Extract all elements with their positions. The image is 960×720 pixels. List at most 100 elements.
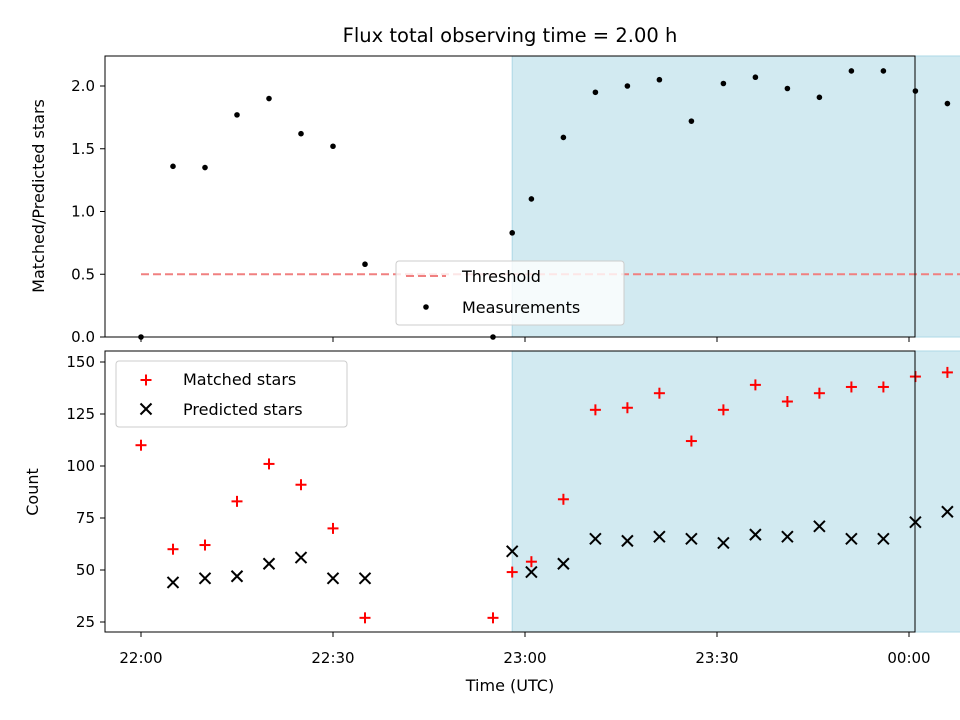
legend-matched-label: Matched stars <box>183 370 296 389</box>
matched-star-point <box>781 396 793 408</box>
x-tick-label: 00:00 <box>887 649 930 667</box>
legend-measurement-swatch <box>423 304 429 310</box>
predicted-star-point <box>653 530 666 543</box>
predicted-star-point <box>294 551 308 564</box>
matched-star-point <box>621 402 633 414</box>
matched-star-point <box>199 539 211 551</box>
top-y-tick-label: 1.0 <box>71 203 95 221</box>
matched-star-point <box>845 381 857 393</box>
top-y-axis-label: Matched/Predicted stars <box>29 99 48 293</box>
top-panel: 0.0 0.5 1.0 1.5 2.0 Flux total observing tim… <box>29 24 960 346</box>
matched-star-point <box>813 387 825 399</box>
predicted-star-point <box>813 520 826 533</box>
predicted-star-point <box>941 505 954 518</box>
matched-star-point <box>685 435 697 447</box>
top-legend-box <box>395 260 625 326</box>
matched-star-point <box>167 543 179 555</box>
measurement-point <box>592 89 599 96</box>
top-legend: Threshold Measurements <box>395 260 625 326</box>
matched-star-point <box>231 495 243 507</box>
top-axes-frame <box>104 55 916 338</box>
measurement-point <box>330 143 336 150</box>
bottom-y-tick-label: 125 <box>66 405 95 423</box>
measurement-point <box>880 68 887 74</box>
bottom-y-tick-label: 75 <box>76 509 95 527</box>
matched-star-point <box>359 612 371 624</box>
predicted-star-point <box>557 557 570 570</box>
measurement-point <box>720 80 727 87</box>
measurement-point <box>528 196 535 202</box>
matched-star-point <box>506 566 518 578</box>
measurement-point <box>752 74 759 81</box>
predicted-star-point <box>525 565 538 579</box>
x-tick-label: 22:00 <box>119 649 162 667</box>
legend-measurements-label: Measurements <box>462 298 580 317</box>
matched-star-point <box>525 556 537 568</box>
matched-star-point <box>877 381 889 393</box>
matched-star-point <box>941 366 953 378</box>
predicted-star-point <box>198 572 212 585</box>
bottom-y-axis-label: Count <box>23 468 42 516</box>
predicted-star-point <box>589 532 602 546</box>
matched-star-point <box>653 387 665 399</box>
top-y-tick-label: 1.5 <box>71 140 95 158</box>
bottom-y-tick-label: 25 <box>76 613 95 631</box>
predicted-star-point <box>505 545 519 558</box>
matched-star-point <box>135 439 147 451</box>
measurement-point <box>656 76 663 83</box>
measurement-point <box>784 85 791 92</box>
x-axis-label: Time (UTC) <box>465 676 554 695</box>
bottom-panel: 22:0022:3023:0023:3000:0000:3001:0001:30… <box>23 350 960 695</box>
predicted-star-point <box>781 530 794 543</box>
matched-star-point <box>589 404 601 416</box>
predicted-star-point <box>877 532 890 546</box>
measurement-point <box>816 94 823 101</box>
predicted-star-point <box>262 557 276 570</box>
legend-predicted-label: Predicted stars <box>183 400 303 419</box>
measurement-point <box>266 95 272 102</box>
measurement-point <box>202 164 208 171</box>
matched-star-point <box>557 493 569 505</box>
predicted-star-point <box>845 532 858 546</box>
x-tick-label: 22:30 <box>311 649 354 667</box>
measurement-point <box>362 261 368 268</box>
predicted-star-point <box>358 572 372 585</box>
predicted-star-point <box>621 534 634 548</box>
predicted-star-point <box>749 528 762 541</box>
measurement-point <box>560 134 567 141</box>
measurement-point <box>298 130 304 137</box>
matched-star-point <box>717 404 729 416</box>
legend-matched-marker <box>140 374 152 386</box>
legend-threshold-label: Threshold <box>461 267 541 286</box>
legend-predicted-swatch <box>139 402 153 416</box>
legend-matched-swatch <box>140 374 152 386</box>
measurement-point <box>234 112 240 118</box>
bottom-legend-box <box>115 360 348 428</box>
measurement-point <box>509 230 515 236</box>
predicted-star-point <box>326 572 340 585</box>
predicted-star-point <box>230 570 244 583</box>
x-tick-label: 23:30 <box>695 649 738 667</box>
chart-title: Flux total observing time = 2.00 h <box>343 24 678 47</box>
predicted-star-point <box>685 532 698 546</box>
top-y-tick-label: 0.5 <box>71 265 95 283</box>
bottom-shaded-region <box>511 350 960 633</box>
matched-star-point <box>749 379 761 391</box>
matched-star-point <box>487 612 499 624</box>
bottom-y-tick-label: 50 <box>76 561 95 579</box>
predicted-star-point <box>717 536 730 550</box>
bottom-axes-frame <box>104 350 916 633</box>
measurement-point <box>688 118 695 124</box>
matched-star-point <box>295 479 307 491</box>
bottom-y-tick-label: 100 <box>66 457 95 475</box>
measurement-point <box>944 100 951 107</box>
x-tick-label: 23:00 <box>503 649 546 667</box>
bottom-y-tick-label: 150 <box>66 353 95 371</box>
matched-star-point <box>263 458 275 470</box>
measurement-point <box>624 83 631 89</box>
measurement-point <box>848 68 855 74</box>
top-y-tick-label: 0.0 <box>71 328 95 346</box>
legend-predicted-marker <box>139 402 153 416</box>
measurement-point <box>170 163 176 170</box>
